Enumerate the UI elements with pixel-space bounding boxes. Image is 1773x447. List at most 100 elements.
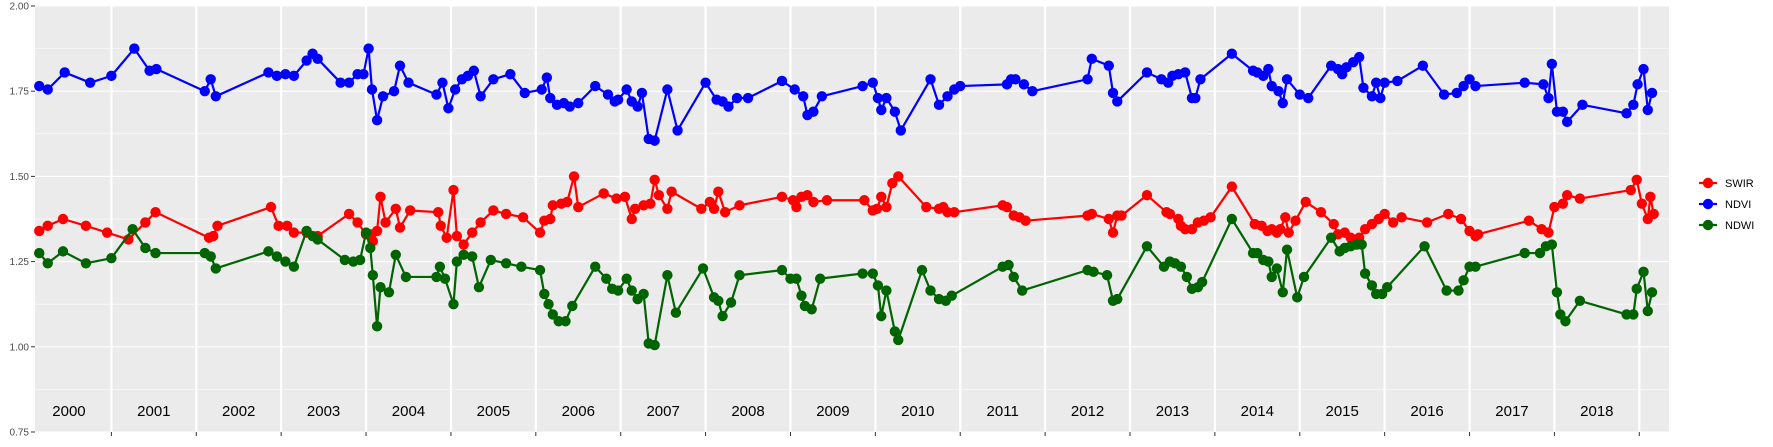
data-point-ndwi <box>1266 271 1277 283</box>
data-point-ndwi <box>717 310 728 322</box>
data-point-swir <box>390 203 401 214</box>
data-point-swir <box>57 213 69 225</box>
data-point-swir <box>708 203 720 214</box>
data-point-ndvi <box>1458 80 1469 92</box>
data-point-ndvi <box>1392 75 1403 87</box>
year-label: 2001 <box>137 403 170 420</box>
data-point-ndwi <box>80 258 92 269</box>
data-point-ndvi <box>443 103 454 114</box>
data-point-swir <box>545 213 556 225</box>
data-point-swir <box>517 212 529 223</box>
data-point-ndvi <box>857 80 868 92</box>
y-tick-label: 2.00 <box>10 2 30 13</box>
data-point-ndwi <box>339 254 351 266</box>
data-point-swir <box>568 171 580 182</box>
legend-label-ndvi: NDVI <box>1725 199 1751 211</box>
data-point-ndvi <box>942 91 953 102</box>
data-point-swir <box>1205 212 1216 223</box>
data-point-ndvi <box>1303 92 1314 104</box>
data-point-ndvi <box>301 55 312 66</box>
data-point-swir <box>1141 189 1153 201</box>
data-point-ndvi <box>876 104 887 116</box>
data-point-ndwi <box>1196 276 1208 288</box>
data-point-ndvi <box>612 94 624 105</box>
data-point-ndvi <box>1281 74 1293 85</box>
data-point-ndwi <box>57 246 69 257</box>
data-point-ndwi <box>543 299 554 310</box>
data-point-ndwi <box>205 251 216 262</box>
year-label: 2006 <box>562 403 595 420</box>
data-point-swir <box>1086 208 1097 220</box>
data-point-swir <box>1300 196 1311 208</box>
data-point-ndvi <box>1112 96 1123 107</box>
data-point-ndwi <box>872 280 884 291</box>
data-point-swir <box>1421 217 1433 228</box>
data-point-swir <box>619 191 631 203</box>
data-point-swir <box>1186 224 1198 235</box>
legend-key-point-ndwi <box>1702 219 1714 231</box>
data-point-ndwi <box>1574 295 1586 306</box>
data-point-swir <box>1472 229 1484 240</box>
data-point-swir <box>887 178 898 189</box>
data-point-ndvi <box>1519 77 1530 88</box>
data-point-ndvi <box>1638 63 1649 75</box>
data-point-ndvi <box>881 92 892 104</box>
data-point-ndvi <box>1082 74 1093 85</box>
data-point-ndwi <box>42 258 53 269</box>
data-point-ndwi <box>280 256 291 267</box>
data-point-ndwi <box>725 297 737 308</box>
data-point-swir <box>653 189 665 201</box>
data-point-swir <box>802 189 813 201</box>
data-point-swir <box>150 206 161 218</box>
data-point-ndwi <box>590 261 601 272</box>
data-point-ndwi <box>1281 244 1293 255</box>
data-point-ndwi <box>1003 259 1014 271</box>
data-point-ndvi <box>541 72 553 83</box>
data-point-ndwi <box>791 273 802 284</box>
data-point-swir <box>1631 174 1642 186</box>
data-point-ndvi <box>1103 60 1114 71</box>
data-point-swir <box>1561 189 1573 201</box>
data-point-ndvi <box>34 80 45 92</box>
data-point-ndwi <box>889 326 901 337</box>
data-point-ndvi <box>449 84 461 95</box>
data-point-swir <box>34 225 45 237</box>
data-point-ndvi <box>808 106 819 117</box>
data-point-ndwi <box>1551 287 1563 298</box>
data-point-ndwi <box>1252 247 1263 259</box>
data-point-ndwi <box>638 288 649 300</box>
data-point-swir <box>1107 227 1119 238</box>
data-point-ndvi <box>590 80 601 92</box>
data-point-swir <box>881 201 892 213</box>
data-point-swir <box>1283 227 1294 238</box>
year-label: 2012 <box>1071 403 1104 420</box>
data-point-ndvi <box>129 43 140 54</box>
data-point-swir <box>949 206 960 218</box>
data-point-swir <box>719 206 731 218</box>
data-point-ndvi <box>288 70 300 82</box>
data-point-swir <box>562 196 573 208</box>
data-point-ndwi <box>271 251 283 262</box>
data-point-ndvi <box>1273 86 1284 97</box>
data-point-swir <box>876 191 887 203</box>
data-point-ndvi <box>505 68 516 80</box>
data-point-ndvi <box>1010 74 1021 85</box>
data-point-ndwi <box>925 285 936 296</box>
data-point-ndvi <box>700 77 711 88</box>
data-point-ndwi <box>1141 241 1153 252</box>
data-point-swir <box>273 220 284 232</box>
data-point-ndwi <box>288 261 300 272</box>
data-point-ndwi <box>1638 266 1649 278</box>
data-point-swir <box>1648 208 1659 220</box>
data-point-swir <box>500 208 512 220</box>
year-label: 2003 <box>307 403 340 420</box>
legend-label-ndwi: NDWI <box>1725 220 1754 232</box>
data-point-ndvi <box>1538 79 1549 90</box>
data-point-ndvi <box>1018 79 1030 90</box>
data-point-ndwi <box>1359 268 1371 279</box>
year-label: 2004 <box>392 403 425 420</box>
data-point-ndvi <box>1370 77 1382 88</box>
data-point-ndwi <box>1419 241 1430 252</box>
data-point-ndwi <box>473 281 485 293</box>
